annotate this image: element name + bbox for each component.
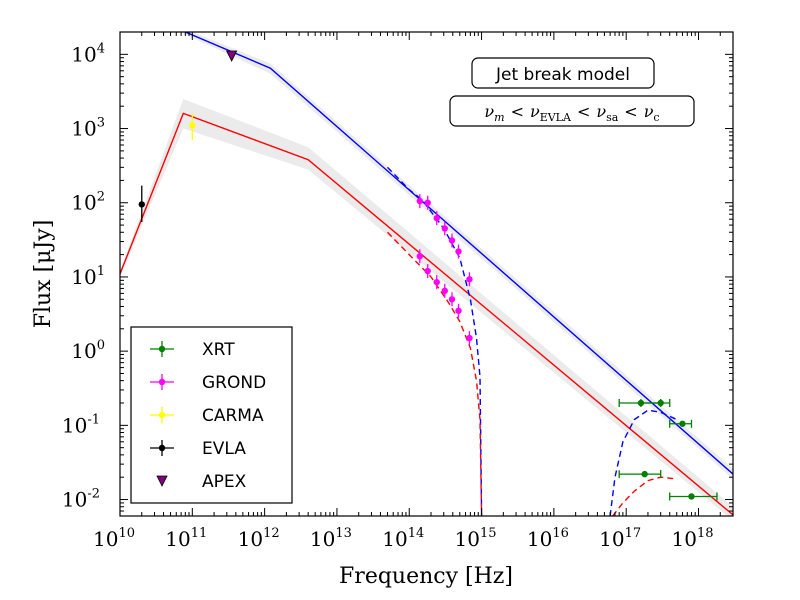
y-tick-label-2: 100 [71,338,105,363]
x-axis-title: Frequency [Hz] [339,564,513,589]
grond-point-6 [466,276,473,283]
x-tick-label-3: 1013 [310,526,352,551]
legend-apex-marker [156,475,168,487]
y-tick-label-4: 102 [71,190,105,215]
cond-nu-2: ν [530,102,540,121]
xrt-point-2 [679,420,686,427]
x-tick-label-8: 1018 [671,526,713,551]
cond-lt-1: < [511,102,524,121]
model-line-1 [120,112,733,516]
cond-nu-1: ν [484,102,494,121]
grond-point-11 [448,296,456,303]
model-line-5 [612,476,677,516]
y-tick-label-5: 103 [71,116,105,141]
grond-point-8 [424,267,431,275]
legend-carma-marker [158,411,166,419]
data-points [138,50,718,501]
grond-point-12 [455,307,462,314]
grond-point-0 [416,197,424,205]
cond-lt-2: < [577,102,590,121]
y-tick-label-1: 10-1 [62,412,100,437]
xrt-point-4 [688,493,695,500]
legend-grond-marker [158,378,166,386]
annotation-condition-text: νm < νEVLA < νsa < νc [484,102,659,124]
legend-carma-label: CARMA [202,406,264,426]
grond-point-3 [441,225,448,232]
y-tick-label-0: 10-2 [62,487,100,512]
x-tick-label-7: 1017 [599,526,641,551]
annotation-model-text: Jet break model [495,65,630,85]
grond-point-4 [448,237,456,244]
x-tick-label-0: 1010 [93,526,135,551]
model-line-0 [183,32,733,475]
x-tick-label-2: 1012 [238,526,280,551]
annotation-model-frame [471,57,655,89]
model-line-2 [386,166,483,516]
axis-ticks [119,31,734,517]
legend-xrt-label: XRT [202,340,235,360]
model-lines [120,32,733,516]
annotation-condition-box: νm < νEVLA < νsa < νc [449,95,695,127]
y-tick-label-6: 104 [71,41,105,66]
grond-point-13 [466,334,473,342]
x-tick-label-4: 1014 [382,526,424,551]
grond-point-1 [424,199,431,206]
legend-grond-label: GROND [202,373,266,393]
xrt-point-1 [657,399,664,407]
grond-point-7 [416,253,424,260]
evla-point-0 [138,201,145,208]
cond-sub-m: m [494,111,504,124]
xrt-point-3 [641,470,648,478]
annotation-model-box: Jet break model [471,57,655,89]
cond-lt-3: < [624,102,637,121]
y-axis-title: Flux [μJy] [31,220,56,329]
annotation-condition-frame [449,95,695,127]
grond-point-10 [441,287,448,295]
cond-nu-4: ν [644,102,654,121]
grond-point-5 [455,248,462,255]
x-tick-label-5: 1015 [455,526,497,551]
legend-apex-label: APEX [202,472,247,492]
y-tick-label-3: 101 [71,264,105,289]
legend-evla-label: EVLA [202,439,246,459]
legend: XRT GROND CARMA EVLA APEX [130,326,293,504]
x-tick-label-1: 1011 [165,526,207,551]
apex-point-0 [226,50,238,62]
carma-point-0 [189,122,196,129]
x-tick-label-6: 1016 [527,526,569,551]
plot-frame [119,31,734,517]
legend-xrt-marker [158,345,166,353]
axis-tick-labels: 1010 1011 1012 1013 1014 1015 1016 1017 1018 10-2… [62,41,714,551]
cond-sub-c: c [653,111,659,124]
model-line-3 [386,231,483,516]
cond-nu-3: ν [596,102,606,121]
model-line-4 [609,409,677,516]
grond-point-9 [433,278,440,286]
legend-evla-marker [158,444,166,452]
grond-point-2 [433,214,440,222]
cond-sub-evla: EVLA [540,111,572,124]
cond-sub-sa: sa [606,111,619,124]
